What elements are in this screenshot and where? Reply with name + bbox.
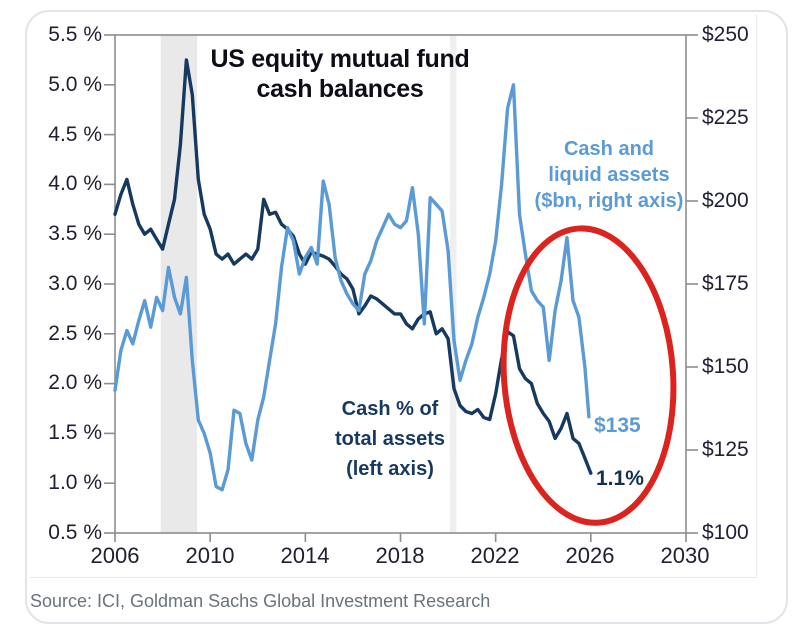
dark-series-label: Cash % of total assets (left axis) (315, 394, 465, 484)
blue-end-value-label: $135 (594, 414, 641, 437)
cash-percent-line (113, 58, 593, 475)
left-axis-tick: 2.5 % (48, 322, 102, 345)
x-axis-tick: 2014 (280, 543, 330, 568)
right-axis-tick: $125 (702, 438, 749, 461)
chart-title: US equity mutual fund cash balances (185, 44, 495, 104)
dark-end-value-label: 1.1% (596, 467, 644, 490)
x-axis-tick: 2010 (185, 543, 235, 568)
left-axis-tick: 3.0 % (48, 272, 102, 295)
dark-series-label-line3: (left axis) (346, 458, 434, 480)
recession-band (450, 35, 457, 533)
left-axis-tick: 4.5 % (48, 123, 102, 146)
chart-image-edge (30, 14, 757, 578)
right-axis-tick: $100 (702, 521, 749, 544)
blue-series-label: Cash and liquid assets ($bn, right axis) (520, 136, 698, 214)
x-axis-tick: 2026 (565, 543, 615, 568)
left-axis-tick: 4.0 % (48, 172, 102, 195)
x-axis-tick: 2006 (90, 543, 140, 568)
right-axis-tick: $225 (702, 106, 749, 129)
left-axis-tick: 3.5 % (48, 222, 102, 245)
left-axis-tick: 1.5 % (48, 421, 102, 444)
left-axis-tick: 0.5 % (48, 521, 102, 544)
chart-title-line2: cash balances (256, 75, 424, 103)
right-axis-tick: $175 (702, 272, 749, 295)
blue-series-label-line3: ($bn, right axis) (534, 190, 684, 212)
highlight-ellipse (500, 225, 677, 526)
left-axis-tick: 5.0 % (48, 73, 102, 96)
left-axis-tick: 5.5 % (48, 23, 102, 46)
right-axis-tick: $150 (702, 355, 749, 378)
blue-series-label-line1: Cash and (563, 138, 655, 160)
left-axis-tick: 1.0 % (48, 471, 102, 494)
right-axis-tick: $250 (702, 23, 749, 46)
source-attribution: Source: ICI, Goldman Sachs Global Invest… (30, 591, 491, 611)
blue-series-label-line2: liquid assets (548, 164, 670, 186)
x-axis-tick: 2030 (660, 543, 710, 568)
chart-title-line1: US equity mutual fund (210, 45, 470, 73)
dark-series-label-line1: Cash % of (341, 398, 439, 420)
left-axis-tick: 2.0 % (48, 371, 102, 394)
cash-assets-line (113, 83, 591, 492)
x-axis-tick: 2022 (470, 543, 520, 568)
dark-series-label-line2: total assets (334, 428, 446, 450)
x-axis-tick: 2018 (375, 543, 425, 568)
right-axis-tick: $200 (702, 189, 749, 212)
